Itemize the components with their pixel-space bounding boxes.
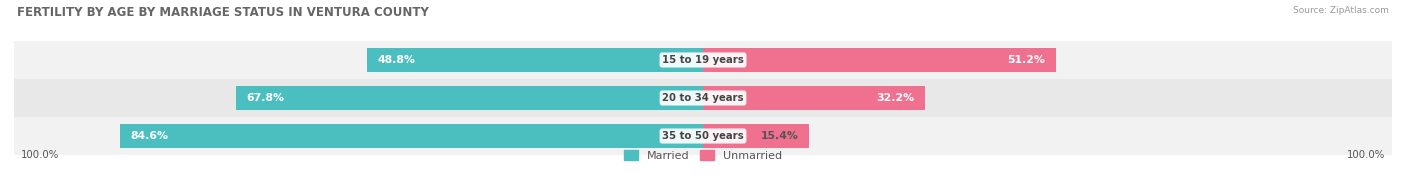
Text: 35 to 50 years: 35 to 50 years <box>662 131 744 141</box>
Text: 100.0%: 100.0% <box>1347 150 1385 160</box>
Bar <box>14 79 1392 117</box>
Text: FERTILITY BY AGE BY MARRIAGE STATUS IN VENTURA COUNTY: FERTILITY BY AGE BY MARRIAGE STATUS IN V… <box>17 6 429 19</box>
Text: 48.8%: 48.8% <box>377 55 415 65</box>
Text: 15 to 19 years: 15 to 19 years <box>662 55 744 65</box>
Bar <box>703 48 1056 72</box>
Bar <box>367 48 703 72</box>
Text: 84.6%: 84.6% <box>131 131 169 141</box>
Bar <box>14 117 1392 155</box>
Text: 51.2%: 51.2% <box>1008 55 1046 65</box>
Bar <box>703 86 925 110</box>
Legend: Married, Unmarried: Married, Unmarried <box>620 146 786 165</box>
Bar <box>14 41 1392 79</box>
Text: Source: ZipAtlas.com: Source: ZipAtlas.com <box>1294 6 1389 15</box>
Text: 100.0%: 100.0% <box>21 150 59 160</box>
Text: 20 to 34 years: 20 to 34 years <box>662 93 744 103</box>
Bar <box>236 86 703 110</box>
Text: 15.4%: 15.4% <box>761 131 799 141</box>
Text: 67.8%: 67.8% <box>246 93 284 103</box>
Bar <box>703 124 808 148</box>
Bar <box>120 124 703 148</box>
Text: 32.2%: 32.2% <box>876 93 914 103</box>
